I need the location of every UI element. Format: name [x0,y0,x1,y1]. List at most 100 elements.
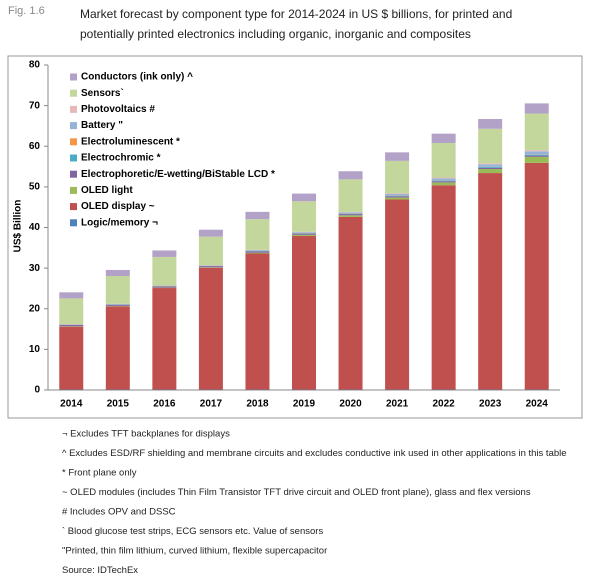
bar-segment [431,177,456,179]
legend-swatch [70,122,77,130]
legend-swatch [70,219,77,227]
legend-label: Logic/memory ¬ [81,217,158,228]
bar-segment [478,169,503,174]
bar-segment [338,215,363,217]
figure-label: Fig. 1.6 [8,5,45,17]
footnote: Source: IDTechEx [62,565,138,576]
bar-segment [245,211,270,220]
bar-segment [385,160,410,194]
legend-swatch [70,89,77,97]
bar-segment [292,201,316,232]
bar-segment [478,163,503,165]
x-tick-label: 2020 [339,399,362,410]
legend-label: Electrophoretic/E-wetting/BiStable LCD * [81,169,275,180]
bar-segment [385,199,410,390]
legend-label: OLED display ~ [81,201,155,212]
bar-segment [431,181,456,183]
bar-segment [524,155,549,157]
footnote: * Front plane only [62,468,137,479]
bar-segment [524,156,549,163]
bar-segment [338,171,363,180]
bar-segment [292,193,316,202]
y-tick-label: 70 [29,100,41,111]
legend-label: Conductors (ink only) ^ [81,72,193,83]
bar-segment [245,251,270,253]
bar-segment [338,216,363,390]
bar-segment [524,154,549,156]
x-tick-label: 2017 [200,399,223,410]
legend-swatch [70,73,77,81]
y-tick-label: 50 [29,182,41,193]
bar-segment [431,133,456,143]
footnote: # Includes OPV and DSSC [62,507,176,518]
legend-swatch [70,203,77,211]
bar-segment [524,150,549,152]
x-tick-label: 2014 [60,399,83,410]
x-tick-label: 2021 [386,399,409,410]
bar-segment [152,250,177,257]
bar-segment [431,178,456,181]
bar-segment [198,266,223,268]
footnote: ^ Excludes ESD/RF shielding and membrane… [62,448,567,459]
bar-segment [385,196,410,198]
legend-label: Sensors` [81,88,124,99]
legend-label: Electrochromic * [81,153,161,164]
y-tick-label: 20 [29,303,41,314]
bar-segment [59,298,84,324]
y-tick-label: 0 [34,385,40,396]
bar-segment [338,179,363,212]
bar-segment [478,166,503,168]
legend-label: Battery " [81,120,123,131]
bar-segment [198,267,223,390]
x-tick-label: 2022 [433,399,456,410]
footnote: ~ OLED modules (includes Thin Film Trans… [62,487,531,498]
bar-segment [292,232,316,233]
bar-segment [338,214,363,216]
bar-segment [478,173,503,390]
x-tick-label: 2023 [479,399,502,410]
bar-segment [59,326,84,390]
bar-segment [431,143,456,178]
footnote: ` Blood glucose test strips, ECG sensors… [62,526,323,537]
bar-segment [152,288,177,390]
bar-segment [338,212,363,214]
y-tick-label: 40 [29,222,41,233]
legend-swatch [70,105,77,113]
bar-segment [245,219,270,250]
chart-title: Market forecast by component type for 20… [80,7,513,41]
bar-segment [385,197,410,200]
bar-segment [245,253,270,390]
bar-segment [524,103,549,114]
footnote: "Printed, thin film lithium, curved lith… [62,546,327,557]
legend-label: Photovoltaics # [81,104,155,115]
legend-swatch [70,186,77,194]
bar-segment [245,250,270,251]
y-axis-label: US$ Billion [13,200,24,253]
bar-segment [152,286,177,288]
x-tick-label: 2015 [107,399,130,410]
bar-segment [385,152,410,161]
bar-segment [385,193,410,194]
bar-segment [105,276,130,304]
x-tick-label: 2018 [246,399,269,410]
bar-segment [524,162,549,390]
bar-segment [478,128,503,164]
bar-segment [524,151,549,155]
legend-swatch [70,170,77,178]
x-tick-label: 2019 [293,399,316,410]
y-tick-label: 10 [29,344,41,355]
legend-label: Electroluminescent * [81,136,180,147]
bar-segment [292,234,316,237]
bar-segment [105,304,130,306]
bar-segment [431,180,456,182]
bar-segment [292,233,316,235]
bar-segment [431,182,456,186]
bar-segment [385,193,410,196]
bar-segment [524,113,549,151]
y-tick-label: 60 [29,141,41,152]
legend-swatch [70,154,77,162]
y-tick-label: 80 [29,60,41,71]
bar-segment [478,164,503,167]
